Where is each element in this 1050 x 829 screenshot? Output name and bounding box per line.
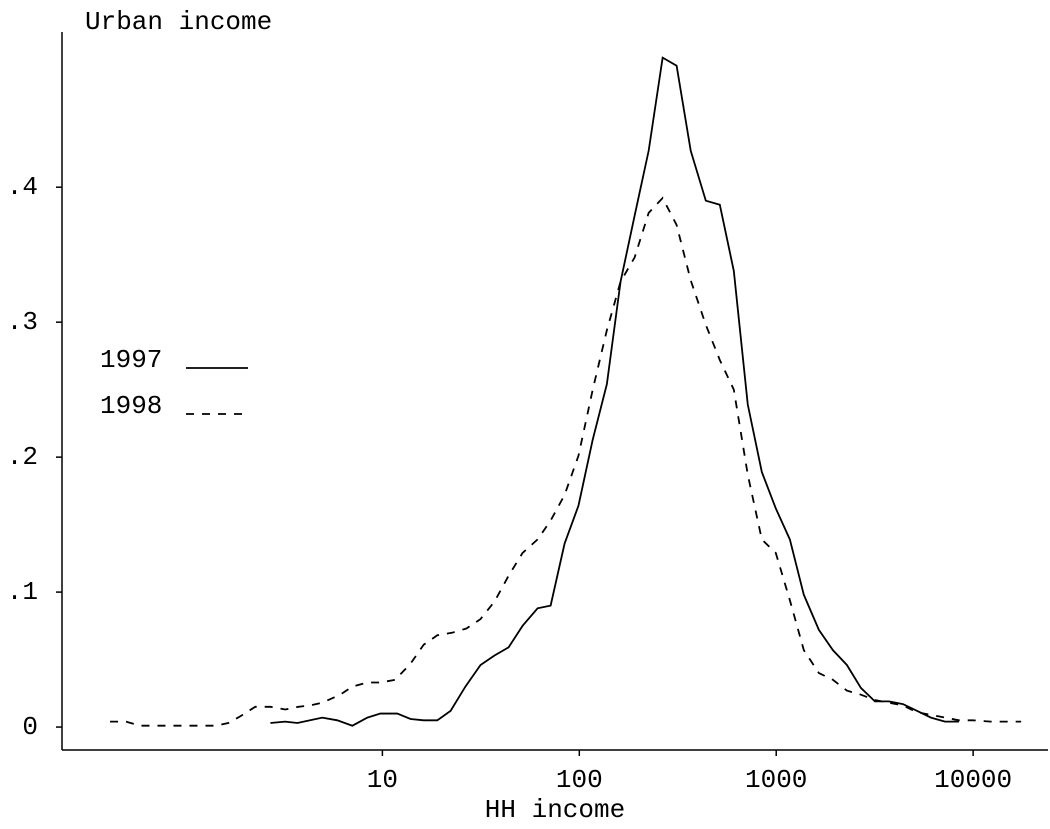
y-tick-label: 0 (22, 712, 38, 742)
legend-label: 1997 (100, 345, 162, 375)
y-tick-label: .2 (7, 442, 38, 472)
x-tick-label: 10000 (934, 765, 1012, 795)
x-tick-label: 10 (367, 765, 398, 795)
y-tick-label: .3 (7, 307, 38, 337)
series-line (110, 196, 1022, 727)
x-tick-label: 100 (556, 765, 603, 795)
x-tick-label: 1000 (745, 765, 807, 795)
legend-label: 1998 (100, 391, 162, 421)
y-tick-label: .4 (7, 172, 38, 202)
x-axis-label: HH income (485, 795, 625, 825)
y-tick-label: .1 (7, 577, 38, 607)
chart-title: Urban income (85, 7, 272, 37)
series-line (270, 56, 959, 727)
